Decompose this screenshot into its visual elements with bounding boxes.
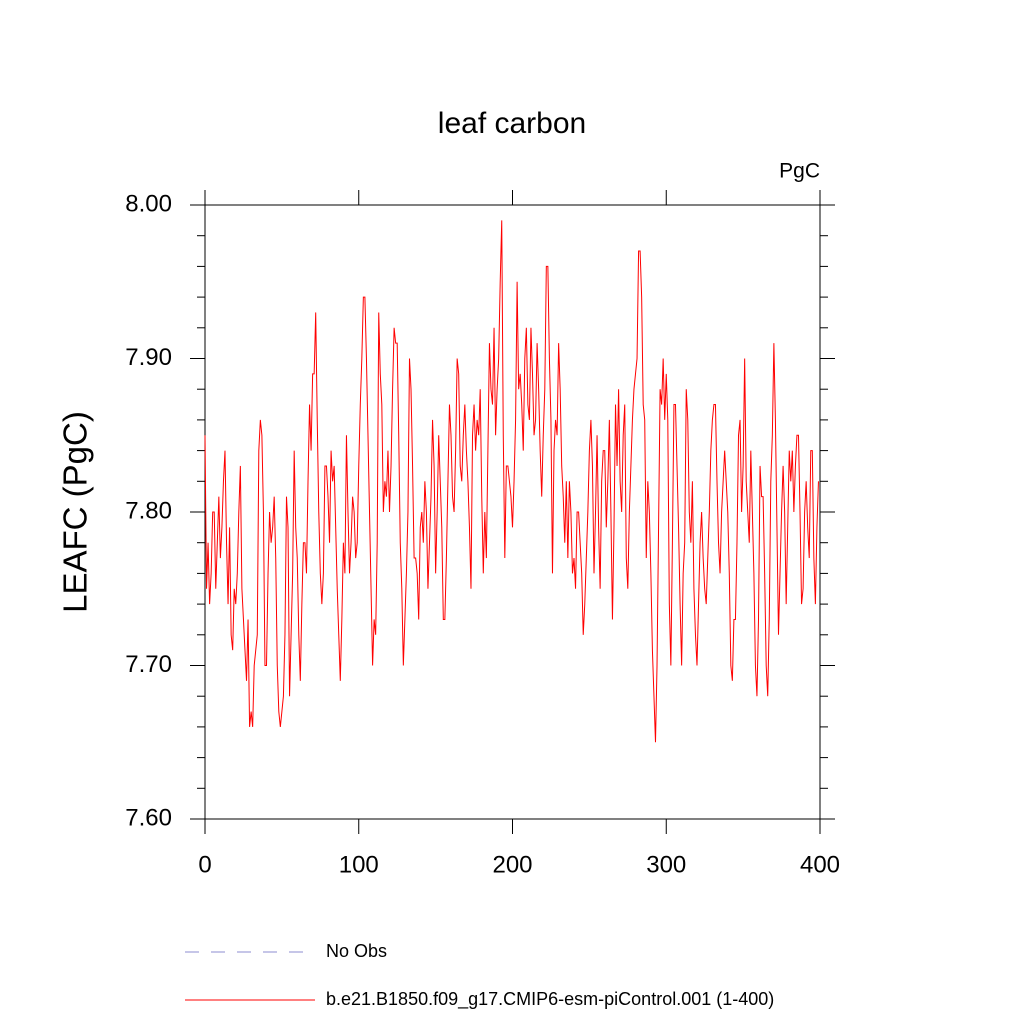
x-tick-label: 200 [492,851,532,878]
x-tick-label: 0 [198,851,211,878]
y-tick-label: 7.80 [125,497,172,524]
units-label: PgC [779,160,820,183]
x-tick-label: 100 [339,851,379,878]
y-axis-label: LEAFC (PgC) [57,411,94,613]
y-tick-label: 7.70 [125,651,172,678]
legend-label: No Obs [326,941,387,961]
y-tick-label: 7.60 [125,804,172,831]
data-line [204,220,819,743]
legend-label: b.e21.B1850.f09_g17.CMIP6-esm-piControl.… [326,989,774,1010]
y-tick-label: 7.90 [125,344,172,371]
x-tick-label: 400 [800,851,840,878]
y-tick-label: 8.00 [125,190,172,217]
chart-title: leaf carbon [438,107,586,140]
x-tick-label: 300 [646,851,686,878]
